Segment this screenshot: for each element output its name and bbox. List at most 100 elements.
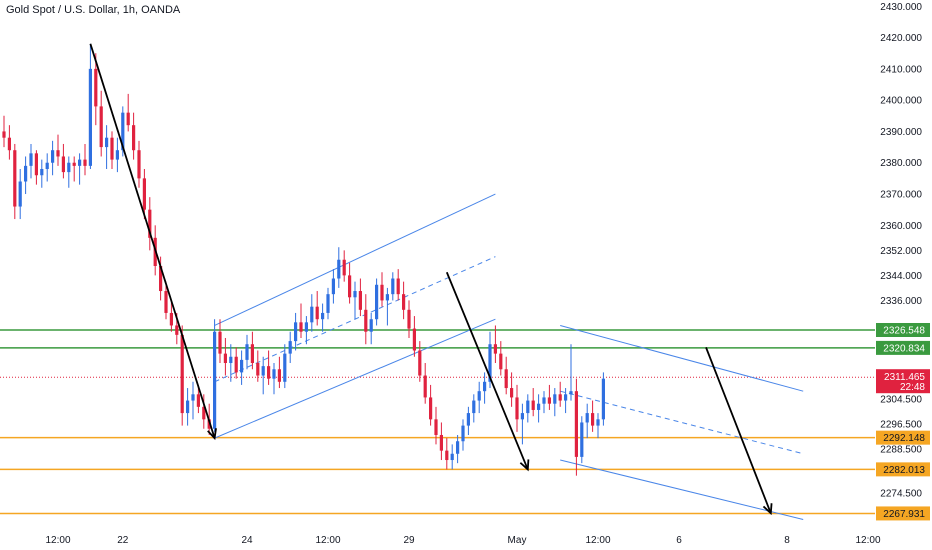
- candle: [88, 43, 92, 169]
- candle-body: [213, 331, 217, 429]
- candle-body: [61, 156, 65, 173]
- candle-body: [466, 413, 470, 426]
- candle: [250, 331, 254, 370]
- trend-arrow-shaft: [445, 271, 529, 470]
- x-tick-label: 29: [403, 535, 415, 546]
- candle: [218, 319, 222, 364]
- candle-body: [434, 419, 438, 435]
- level-label-text: 2292.148: [883, 433, 925, 444]
- candle: [569, 344, 573, 401]
- candle-body: [142, 178, 146, 210]
- candle-body: [202, 406, 206, 420]
- level-label-bg: [876, 340, 930, 355]
- channel-line: [214, 318, 496, 439]
- y-tick-label: 2336.000: [880, 296, 922, 307]
- candle: [472, 394, 476, 423]
- candle: [186, 388, 190, 426]
- candle-body: [515, 397, 519, 420]
- candle: [418, 341, 422, 382]
- candle: [331, 269, 335, 304]
- level-label: 2267.931: [876, 506, 930, 521]
- level-label-text: 2282.013: [883, 465, 925, 476]
- candle-body: [159, 266, 163, 292]
- candle-body: [83, 159, 87, 166]
- candle: [483, 372, 487, 404]
- candle: [601, 372, 605, 426]
- candle: [591, 400, 595, 432]
- candle-body: [580, 422, 584, 457]
- candle: [461, 419, 465, 451]
- candle: [34, 150, 38, 185]
- candle-body: [175, 325, 179, 335]
- candle-body: [396, 278, 400, 295]
- candle: [223, 337, 227, 376]
- x-tick-label: May: [508, 535, 527, 546]
- candle: [342, 250, 346, 282]
- candle-body: [299, 322, 303, 332]
- candle-body: [56, 150, 60, 157]
- candle: [353, 281, 357, 320]
- trend-arrows: [89, 43, 773, 516]
- candle-body: [353, 291, 357, 298]
- candle-body: [24, 165, 28, 182]
- candle-body: [110, 137, 114, 160]
- candle-body: [564, 394, 568, 401]
- candle-body: [520, 413, 524, 420]
- candle-body: [7, 137, 11, 151]
- candle: [294, 312, 298, 351]
- candle: [520, 403, 524, 445]
- candle-body: [78, 159, 82, 166]
- y-tick-label: 2288.500: [880, 445, 922, 456]
- candle-body: [148, 209, 152, 238]
- x-tick-label: 12:00: [585, 535, 610, 546]
- candle: [99, 90, 103, 157]
- trend-arrow-shaft: [705, 347, 772, 514]
- x-tick-label: 12:00: [855, 535, 880, 546]
- candle: [585, 403, 589, 439]
- candle-body: [223, 353, 227, 364]
- candle-body: [18, 181, 22, 207]
- channel-midline: [560, 390, 804, 455]
- candle-body: [288, 341, 292, 354]
- candle: [40, 159, 44, 188]
- candle-body: [283, 353, 287, 382]
- y-tick-label: 2304.500: [880, 395, 922, 406]
- candle: [137, 140, 141, 188]
- level-price-labels: 2326.548 2320.834 2292.148 2282.013 2267.931…: [876, 323, 930, 521]
- trend-arrow: [89, 43, 217, 441]
- candle: [499, 341, 503, 376]
- candle-body: [391, 278, 395, 295]
- candle: [504, 356, 508, 395]
- candle: [526, 394, 530, 423]
- candle: [45, 153, 49, 182]
- candle: [434, 406, 438, 445]
- candle: [375, 278, 379, 326]
- level-label: 2292.148: [876, 430, 930, 445]
- channel-line: [560, 324, 804, 392]
- y-axis: 2430.000 2420.000 2410.000 2400.000 2390.000…: [880, 2, 922, 500]
- candle-body: [294, 322, 298, 342]
- current-price-countdown: 22:48: [900, 382, 925, 393]
- y-tick-label: 2344.000: [880, 271, 922, 282]
- candle: [558, 381, 562, 407]
- candle: [396, 269, 400, 301]
- candle-body: [596, 419, 600, 426]
- trend-arrow-head: [762, 503, 773, 516]
- candle: [83, 143, 87, 176]
- x-tick-label: 12:00: [315, 535, 340, 546]
- candle: [288, 331, 292, 364]
- trend-channels: [214, 193, 804, 520]
- candle-body: [531, 400, 535, 410]
- candle: [169, 300, 173, 332]
- candle: [132, 112, 136, 160]
- x-tick-label: 8: [784, 535, 790, 546]
- candle: [596, 413, 600, 439]
- candle-body: [186, 400, 190, 414]
- candle-body: [245, 344, 249, 360]
- candle: [412, 316, 416, 357]
- candle: [510, 372, 514, 407]
- candle: [542, 391, 546, 414]
- candle-body: [99, 106, 103, 148]
